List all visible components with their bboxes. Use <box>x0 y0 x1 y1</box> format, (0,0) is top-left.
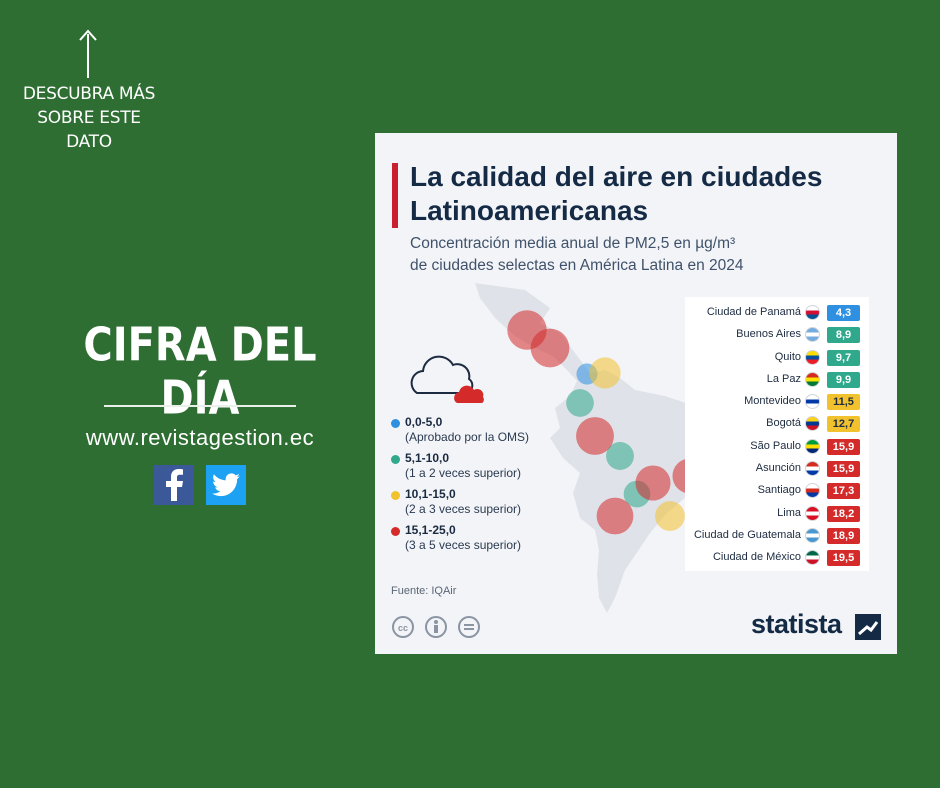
legend-desc: (Aprobado por la OMS) <box>405 430 530 444</box>
value-badge: 12,7 <box>827 416 860 433</box>
city-bubble <box>606 442 634 470</box>
city-bubble <box>635 465 671 501</box>
chart-title: La calidad del aire en ciudades Latinoam… <box>410 161 823 226</box>
city-bubble <box>507 310 547 350</box>
value-badge: 9,9 <box>827 371 860 388</box>
legend-dot <box>391 419 400 428</box>
city-name: Asunción <box>755 462 801 475</box>
legend-desc: (2 a 3 veces superior) <box>405 502 522 516</box>
value-badge: 9,7 <box>827 349 860 366</box>
city-bubble <box>589 357 621 389</box>
value-badge: 18,9 <box>827 527 860 544</box>
infographic-card: La calidad del aire en ciudades Latinoam… <box>375 133 897 654</box>
title-accent-bar <box>392 163 398 228</box>
legend-desc: (3 a 5 veces superior) <box>405 538 522 552</box>
city-name: Buenos Aires <box>736 328 801 341</box>
facebook-icon <box>166 469 183 501</box>
legend-range: 0,0-5,0 <box>405 415 443 429</box>
value-badge: 19,5 <box>827 550 860 567</box>
flag-icon <box>805 483 820 499</box>
legend-item: 0,0-5,0 (Aprobado por la OMS) <box>391 415 571 445</box>
value-badge: 15,9 <box>827 461 860 478</box>
flag-icon <box>805 550 820 566</box>
legend: 0,0-5,0 (Aprobado por la OMS) 5,1-10,0 (… <box>391 415 571 559</box>
city-name: São Paulo <box>750 439 801 452</box>
discover-more-link[interactable]: DESCUBRA MÁS SOBRE ESTE DATO <box>14 82 164 154</box>
city-name: Ciudad de Guatemala <box>693 528 801 541</box>
city-bubble <box>576 417 614 455</box>
value-badge: 18,2 <box>827 505 860 522</box>
legend-item: 5,1-10,0 (1 a 2 veces superior) <box>391 451 571 481</box>
city-bubble <box>596 497 634 535</box>
ranking-table: Ciudad de Panamá 4,3 Buenos Aires 8,9 Quito 9… <box>685 297 869 571</box>
flag-icon <box>805 305 820 320</box>
city-name: Lima <box>777 506 801 519</box>
legend-desc: (1 a 2 veces superior) <box>405 466 522 480</box>
value-badge: 8,9 <box>827 327 860 344</box>
latin-america-map <box>475 283 735 613</box>
discover-line-1: DESCUBRA MÁS <box>22 84 156 104</box>
city-name: La Paz <box>766 372 801 385</box>
table-row: Lima 18,2 <box>685 503 869 525</box>
city-name: Santiago <box>757 484 801 497</box>
table-row: São Paulo 15,9 <box>685 436 869 458</box>
flag-icon <box>805 371 820 387</box>
city-name: Montevideo <box>744 395 801 408</box>
legend-range: 10,1-15,0 <box>405 487 456 501</box>
table-row: Buenos Aires 8,9 <box>685 324 869 346</box>
facebook-button[interactable] <box>154 465 194 505</box>
city-name: Bogotá <box>766 417 801 430</box>
legend-range: 15,1-25,0 <box>405 523 456 537</box>
flag-icon <box>805 416 820 432</box>
creative-commons-icons: cc <box>392 616 480 638</box>
flag-icon <box>805 327 820 343</box>
table-row: Asunción 15,9 <box>685 458 869 480</box>
flag-icon <box>805 438 820 454</box>
table-row: Quito 9,7 <box>685 347 869 369</box>
value-badge: 17,3 <box>827 483 860 500</box>
divider <box>104 405 296 407</box>
city-bubble <box>566 389 594 417</box>
table-row: Ciudad de Panamá 4,3 <box>685 302 869 324</box>
city-name: Ciudad de Panamá <box>706 306 801 318</box>
value-badge: 11,5 <box>827 394 860 411</box>
flag-icon <box>805 527 820 543</box>
value-badge: 4,3 <box>827 305 860 321</box>
table-row: Bogotá 12,7 <box>685 413 869 435</box>
value-badge: 15,9 <box>827 438 860 455</box>
legend-dot <box>391 527 400 536</box>
twitter-icon <box>212 473 240 497</box>
source-note: Fuente: IQAir <box>391 585 457 597</box>
website-url[interactable]: www.revistagestion.ec <box>85 425 315 450</box>
svg-text:cc: cc <box>398 623 408 633</box>
cloud-pollution-icon <box>410 355 484 403</box>
discover-line-2: SOBRE ESTE <box>37 108 141 128</box>
flag-icon <box>805 461 820 477</box>
table-row: Santiago 17,3 <box>685 480 869 502</box>
arrow-up-icon <box>79 29 97 78</box>
subtitle-line-1: Concentración media anual de PM2,5 en µg… <box>410 235 736 252</box>
legend-item: 10,1-15,0 (2 a 3 veces superior) <box>391 487 571 517</box>
flag-icon <box>805 349 820 365</box>
subtitle-line-2: de ciudades selectas en América Latina e… <box>410 257 744 274</box>
chart-subtitle: Concentración media anual de PM2,5 en µg… <box>410 233 880 277</box>
city-name: Ciudad de México <box>712 551 801 564</box>
table-row: La Paz 9,9 <box>685 369 869 391</box>
table-row: Ciudad de Guatemala 18,9 <box>685 525 869 547</box>
legend-range: 5,1-10,0 <box>405 451 450 465</box>
statista-logo-text: statista <box>751 609 842 639</box>
headline: CIFRA DEL DÍA <box>83 319 317 425</box>
city-name: Quito <box>774 350 801 363</box>
legend-dot <box>391 455 400 464</box>
table-row: Montevideo 11,5 <box>685 391 869 413</box>
flag-icon <box>805 505 820 521</box>
flag-icon <box>805 394 820 410</box>
legend-item: 15,1-25,0 (3 a 5 veces superior) <box>391 523 571 553</box>
city-bubble <box>655 501 685 531</box>
discover-line-3: DATO <box>66 132 112 152</box>
table-row: Ciudad de México 19,5 <box>685 547 869 569</box>
twitter-button[interactable] <box>206 465 246 505</box>
legend-dot <box>391 491 400 500</box>
statista-logo-icon <box>855 614 881 640</box>
